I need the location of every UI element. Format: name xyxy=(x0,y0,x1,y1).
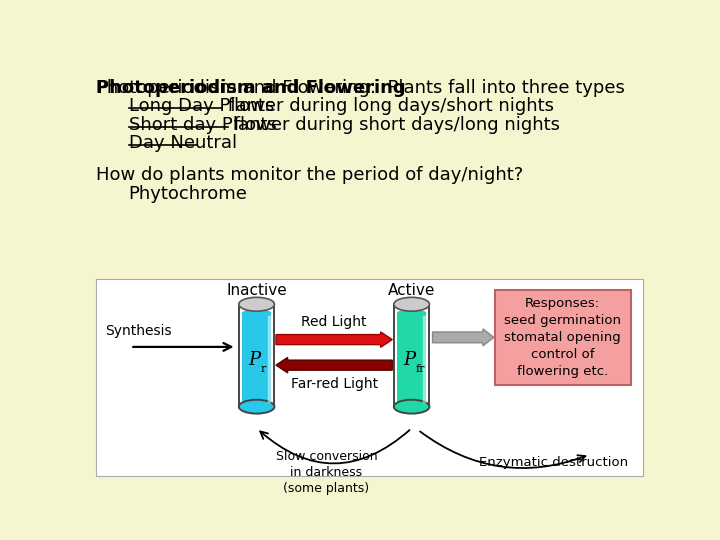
Text: flower during long days/short nights: flower during long days/short nights xyxy=(222,97,554,115)
Text: Synthesis: Synthesis xyxy=(106,325,172,339)
FancyBboxPatch shape xyxy=(96,279,642,476)
Ellipse shape xyxy=(242,309,271,316)
Text: Short day Plants: Short day Plants xyxy=(129,116,276,133)
Text: P: P xyxy=(403,350,415,369)
Ellipse shape xyxy=(239,400,274,414)
FancyArrow shape xyxy=(276,332,392,347)
Text: Photoperiodism and Flowering:  Plants fall into three types: Photoperiodism and Flowering: Plants fal… xyxy=(96,79,625,97)
Text: Responses:
seed germination
stomatal opening
control of
flowering etc.: Responses: seed germination stomatal ope… xyxy=(504,297,621,378)
FancyBboxPatch shape xyxy=(495,289,631,385)
FancyArrow shape xyxy=(433,329,494,346)
Ellipse shape xyxy=(394,400,429,414)
Text: Phytochrome: Phytochrome xyxy=(129,185,248,203)
Text: Long Day Plants: Long Day Plants xyxy=(129,97,274,115)
Bar xyxy=(242,313,271,407)
Text: How do plants monitor the period of day/night?: How do plants monitor the period of day/… xyxy=(96,166,523,185)
Text: Inactive: Inactive xyxy=(226,284,287,299)
Text: fr: fr xyxy=(415,363,425,374)
Text: flower during short days/long nights: flower during short days/long nights xyxy=(228,116,560,133)
Text: Active: Active xyxy=(388,284,436,299)
Text: Far-red Light: Far-red Light xyxy=(291,377,378,392)
FancyArrow shape xyxy=(276,357,392,373)
Text: Slow conversion
in darkness
(some plants): Slow conversion in darkness (some plants… xyxy=(276,450,377,495)
Text: P: P xyxy=(248,350,261,369)
Text: Photoperiodism and Flowering: Photoperiodism and Flowering xyxy=(96,79,406,97)
Ellipse shape xyxy=(394,298,429,311)
Ellipse shape xyxy=(397,309,426,316)
Text: Red Light: Red Light xyxy=(302,315,367,329)
Bar xyxy=(397,313,426,407)
Text: r: r xyxy=(261,363,266,374)
Text: Day Neutral: Day Neutral xyxy=(129,134,237,152)
Ellipse shape xyxy=(239,298,274,311)
Text: Enzymatic destruction: Enzymatic destruction xyxy=(479,456,628,469)
